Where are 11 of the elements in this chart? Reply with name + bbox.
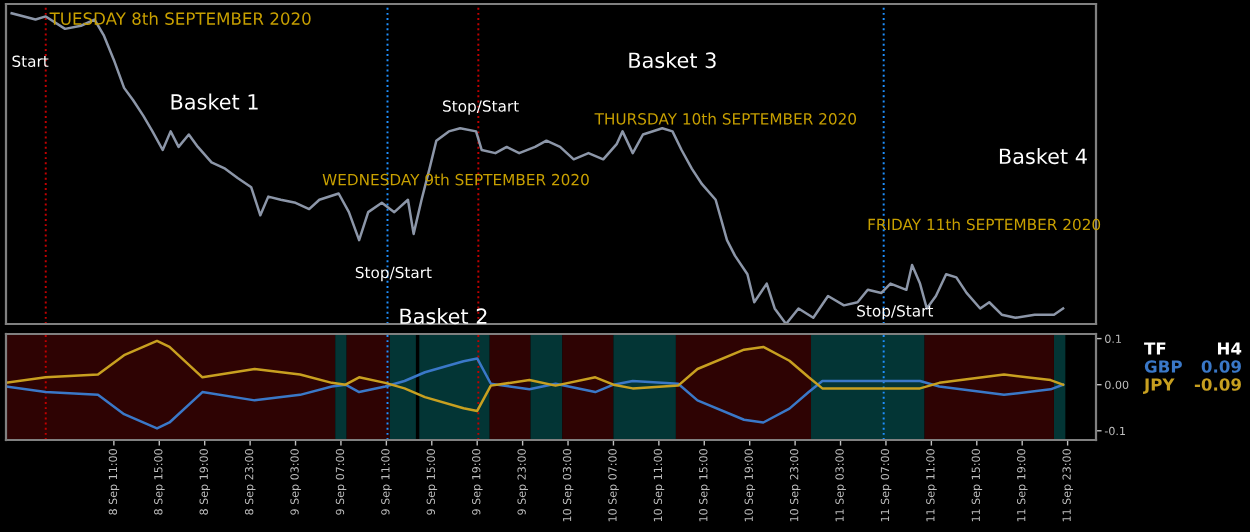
text: H4 (1217, 342, 1242, 355)
text: -0.09 (1194, 378, 1241, 391)
annotation: Basket 2 (400, 308, 487, 325)
text: TF (1144, 342, 1166, 355)
text: 0.09 (1201, 360, 1241, 373)
annotation: TUESDAY 8th SEPTEMBER 2020 (49, 12, 311, 25)
annotation: Basket 4 (999, 148, 1087, 165)
annotation: Basket 3 (629, 52, 716, 69)
text: GBP (1144, 360, 1182, 373)
text: JPY (1143, 378, 1175, 394)
annotation: Basket 1 (171, 93, 258, 110)
